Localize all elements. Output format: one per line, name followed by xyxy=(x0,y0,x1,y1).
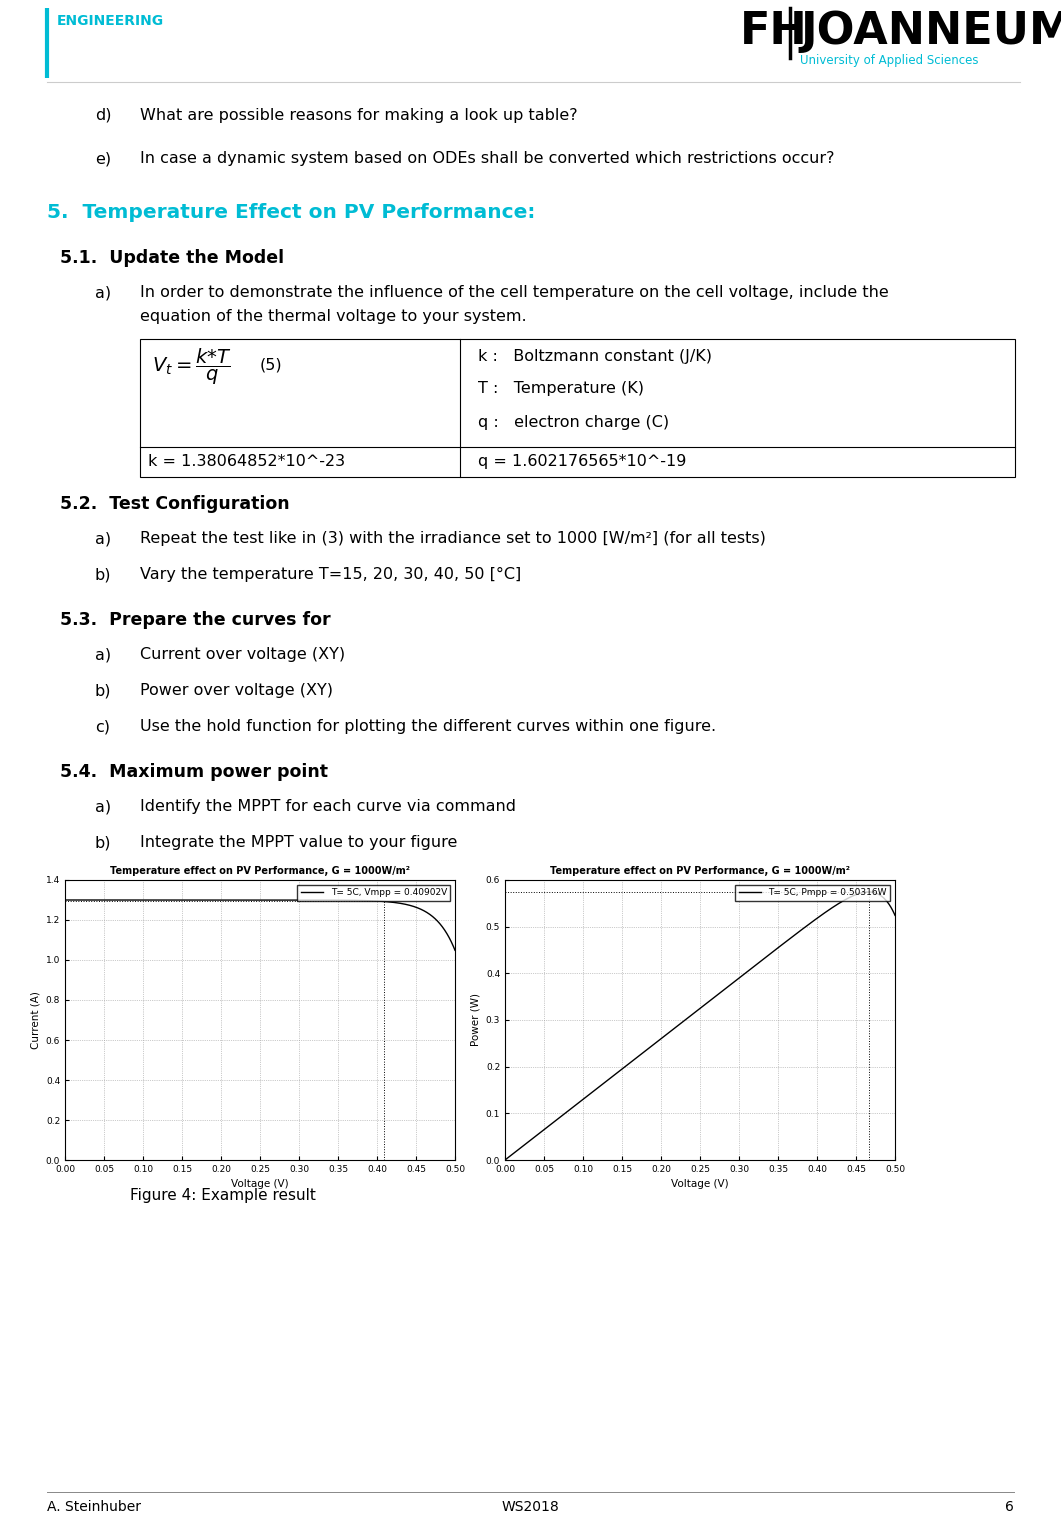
Text: Use the hold function for plotting the different curves within one figure.: Use the hold function for plotting the d… xyxy=(140,720,716,733)
Text: A. Steinhuber: A. Steinhuber xyxy=(47,1500,141,1514)
Text: (5): (5) xyxy=(260,358,282,371)
Text: Current over voltage (XY): Current over voltage (XY) xyxy=(140,646,345,662)
Text: In case a dynamic system based on ODEs shall be converted which restrictions occ: In case a dynamic system based on ODEs s… xyxy=(140,151,835,167)
Text: b): b) xyxy=(95,683,111,698)
Text: Repeat the test like in (3) with the irradiance set to 1000 [W/m²] (for all test: Repeat the test like in (3) with the irr… xyxy=(140,532,766,545)
Y-axis label: Current (A): Current (A) xyxy=(30,992,40,1048)
Text: 5.3.  Prepare the curves for: 5.3. Prepare the curves for xyxy=(60,611,331,630)
Text: Identify the MPPT for each curve via command: Identify the MPPT for each curve via com… xyxy=(140,799,516,814)
Text: a): a) xyxy=(95,646,111,662)
Text: T :   Temperature (K): T : Temperature (K) xyxy=(479,380,644,396)
Legend: T= 5C, Vmpp = 0.40902V: T= 5C, Vmpp = 0.40902V xyxy=(297,885,451,900)
Text: e): e) xyxy=(95,151,111,167)
Text: k = 1.38064852*10^-23: k = 1.38064852*10^-23 xyxy=(147,454,345,469)
Text: 5.  Temperature Effect on PV Performance:: 5. Temperature Effect on PV Performance: xyxy=(47,203,536,222)
Text: ENGINEERING: ENGINEERING xyxy=(57,14,164,28)
Text: c): c) xyxy=(95,720,110,733)
Title: Temperature effect on PV Performance, G = 1000W/m²: Temperature effect on PV Performance, G … xyxy=(110,866,410,877)
Text: Integrate the MPPT value to your figure: Integrate the MPPT value to your figure xyxy=(140,834,457,850)
Legend: T= 5C, Pmpp = 0.50316W: T= 5C, Pmpp = 0.50316W xyxy=(735,885,890,900)
Text: WS2018: WS2018 xyxy=(501,1500,559,1514)
Text: What are possible reasons for making a look up table?: What are possible reasons for making a l… xyxy=(140,108,577,122)
Text: Power over voltage (XY): Power over voltage (XY) xyxy=(140,683,333,698)
Text: 5.2.  Test Configuration: 5.2. Test Configuration xyxy=(60,495,290,513)
Title: Temperature effect on PV Performance, G = 1000W/m²: Temperature effect on PV Performance, G … xyxy=(550,866,850,877)
Text: q = 1.602176565*10^-19: q = 1.602176565*10^-19 xyxy=(479,454,686,469)
Text: 5.1.  Update the Model: 5.1. Update the Model xyxy=(60,249,284,267)
Text: b): b) xyxy=(95,834,111,850)
Text: a): a) xyxy=(95,799,111,814)
X-axis label: Voltage (V): Voltage (V) xyxy=(672,1180,729,1189)
Text: University of Applied Sciences: University of Applied Sciences xyxy=(800,53,978,67)
Text: q :   electron charge (C): q : electron charge (C) xyxy=(479,416,669,429)
Text: 6: 6 xyxy=(1005,1500,1014,1514)
Text: d): d) xyxy=(95,108,111,122)
Text: JOANNEUM: JOANNEUM xyxy=(800,11,1061,53)
Bar xyxy=(140,339,1015,477)
Text: b): b) xyxy=(95,567,111,582)
Text: a): a) xyxy=(95,286,111,299)
Text: $V_t = \dfrac{k{*}T}{q}$: $V_t = \dfrac{k{*}T}{q}$ xyxy=(152,347,231,387)
Text: k :   Boltzmann constant (J/K): k : Boltzmann constant (J/K) xyxy=(479,348,712,364)
Y-axis label: Power (W): Power (W) xyxy=(470,993,481,1047)
Text: equation of the thermal voltage to your system.: equation of the thermal voltage to your … xyxy=(140,309,526,324)
Text: a): a) xyxy=(95,532,111,545)
Text: Vary the temperature T=15, 20, 30, 40, 50 [°C]: Vary the temperature T=15, 20, 30, 40, 5… xyxy=(140,567,521,582)
X-axis label: Voltage (V): Voltage (V) xyxy=(231,1180,289,1189)
Text: FH: FH xyxy=(740,11,807,53)
Text: 5.4.  Maximum power point: 5.4. Maximum power point xyxy=(60,762,328,781)
Text: Figure 4: Example result: Figure 4: Example result xyxy=(131,1187,316,1203)
Text: In order to demonstrate the influence of the cell temperature on the cell voltag: In order to demonstrate the influence of… xyxy=(140,286,889,299)
